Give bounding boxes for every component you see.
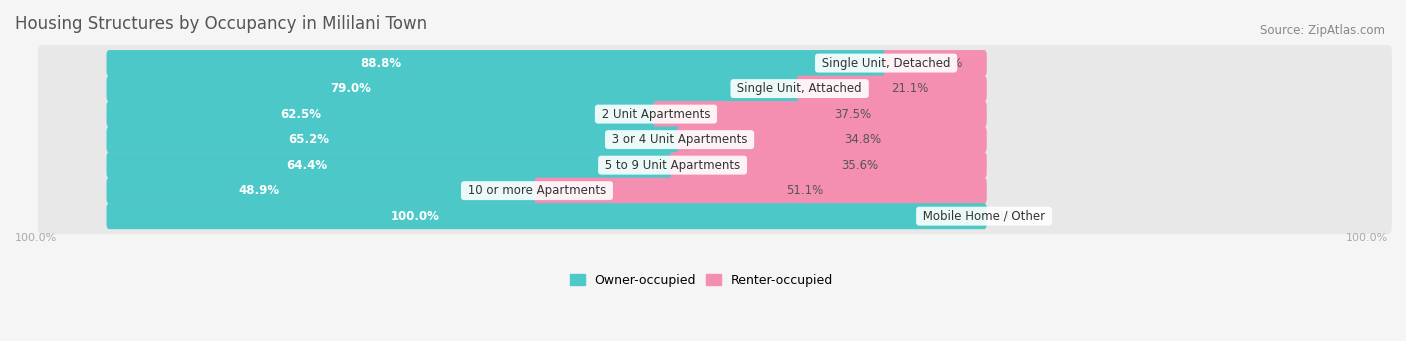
FancyBboxPatch shape bbox=[797, 76, 987, 102]
Text: 62.5%: 62.5% bbox=[280, 108, 321, 121]
FancyBboxPatch shape bbox=[38, 198, 1392, 234]
Text: 100.0%: 100.0% bbox=[391, 210, 440, 223]
Text: 5 to 9 Unit Apartments: 5 to 9 Unit Apartments bbox=[602, 159, 744, 172]
Text: Housing Structures by Occupancy in Mililani Town: Housing Structures by Occupancy in Milil… bbox=[15, 15, 427, 33]
Text: 65.2%: 65.2% bbox=[288, 133, 329, 146]
FancyBboxPatch shape bbox=[38, 173, 1392, 209]
FancyBboxPatch shape bbox=[107, 50, 889, 76]
FancyBboxPatch shape bbox=[38, 96, 1392, 132]
FancyBboxPatch shape bbox=[107, 152, 675, 178]
Text: 100.0%: 100.0% bbox=[15, 233, 58, 243]
FancyBboxPatch shape bbox=[107, 178, 540, 204]
FancyBboxPatch shape bbox=[38, 71, 1392, 107]
FancyBboxPatch shape bbox=[676, 127, 987, 153]
FancyBboxPatch shape bbox=[107, 76, 803, 102]
FancyBboxPatch shape bbox=[107, 127, 682, 153]
Text: 0.0%: 0.0% bbox=[995, 210, 1025, 223]
Legend: Owner-occupied, Renter-occupied: Owner-occupied, Renter-occupied bbox=[565, 269, 838, 292]
Text: Mobile Home / Other: Mobile Home / Other bbox=[920, 210, 1049, 223]
FancyBboxPatch shape bbox=[669, 152, 987, 178]
Text: 35.6%: 35.6% bbox=[841, 159, 877, 172]
FancyBboxPatch shape bbox=[38, 121, 1392, 158]
FancyBboxPatch shape bbox=[107, 203, 987, 229]
Text: 37.5%: 37.5% bbox=[834, 108, 872, 121]
Text: 51.1%: 51.1% bbox=[786, 184, 824, 197]
Text: 88.8%: 88.8% bbox=[360, 57, 402, 70]
Text: 2 Unit Apartments: 2 Unit Apartments bbox=[598, 108, 714, 121]
Text: 79.0%: 79.0% bbox=[330, 82, 371, 95]
Text: Source: ZipAtlas.com: Source: ZipAtlas.com bbox=[1260, 24, 1385, 37]
FancyBboxPatch shape bbox=[38, 45, 1392, 81]
FancyBboxPatch shape bbox=[883, 50, 987, 76]
Text: 3 or 4 Unit Apartments: 3 or 4 Unit Apartments bbox=[607, 133, 751, 146]
Text: 21.1%: 21.1% bbox=[891, 82, 929, 95]
Text: 10 or more Apartments: 10 or more Apartments bbox=[464, 184, 610, 197]
Text: 48.9%: 48.9% bbox=[239, 184, 280, 197]
Text: Single Unit, Detached: Single Unit, Detached bbox=[818, 57, 955, 70]
FancyBboxPatch shape bbox=[654, 101, 987, 127]
Text: 100.0%: 100.0% bbox=[1346, 233, 1388, 243]
Text: 11.2%: 11.2% bbox=[927, 57, 963, 70]
FancyBboxPatch shape bbox=[107, 101, 658, 127]
FancyBboxPatch shape bbox=[534, 178, 987, 204]
FancyBboxPatch shape bbox=[38, 147, 1392, 183]
Text: 64.4%: 64.4% bbox=[285, 159, 328, 172]
Text: Single Unit, Attached: Single Unit, Attached bbox=[734, 82, 866, 95]
Text: 34.8%: 34.8% bbox=[844, 133, 880, 146]
